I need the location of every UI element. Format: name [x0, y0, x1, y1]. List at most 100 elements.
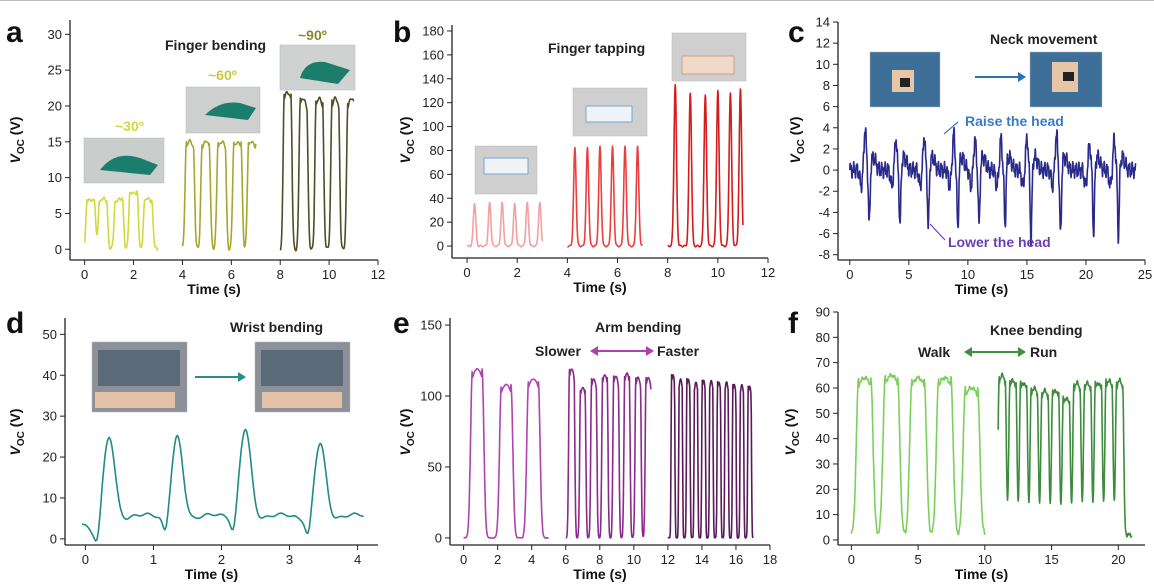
x-tick-label: 20	[1111, 552, 1125, 567]
y-tick-label: 20	[430, 215, 444, 230]
x-axis-label: Time (s)	[955, 281, 1008, 297]
slower-label: Slower	[535, 343, 581, 359]
y-tick-label: 20	[48, 98, 62, 113]
x-tick-label: 0	[82, 552, 89, 567]
panel-letter-a: a	[6, 16, 23, 49]
y-tick-label: -6	[818, 226, 830, 241]
series-line-0	[849, 126, 1137, 247]
x-tick-label: 3	[286, 552, 293, 567]
y-tick-label: 30	[48, 27, 62, 42]
y-tick-label: 150	[420, 318, 442, 333]
y-tick-label: 60	[430, 167, 444, 182]
panel-letter-f: f	[788, 307, 799, 340]
y-tick-label: 2	[823, 141, 830, 156]
device-shape	[483, 157, 529, 175]
y-tick-label: 15	[48, 134, 62, 149]
inset-photo-60deg	[185, 86, 261, 134]
y-tick-label: -8	[818, 247, 830, 262]
wrist-shape	[95, 392, 175, 408]
y-tick-label: 25	[48, 63, 62, 78]
x-tick-label: 6	[562, 552, 569, 567]
x-tick-label: 15	[1020, 267, 1034, 282]
y-tick-label: 0	[435, 530, 442, 545]
panel-letter-b: b	[393, 16, 411, 49]
y-tick-label: -4	[818, 205, 830, 220]
y-tick-label: 160	[422, 47, 444, 62]
inset-photo-neck-raised	[869, 51, 941, 108]
panel-letter-e: e	[393, 307, 410, 340]
y-tick-label: 40	[43, 368, 57, 383]
x-tick-label: 15	[1044, 552, 1058, 567]
panel-title: Wrist bending	[230, 319, 323, 335]
series-line-segment	[279, 90, 355, 252]
y-tick-label: 50	[428, 459, 442, 474]
inset-photo-wrist-2	[254, 341, 351, 413]
x-axis-label: Time (s)	[187, 281, 240, 297]
y-tick-label: 80	[430, 143, 444, 158]
x-tick-label: 6	[228, 267, 235, 282]
series-line-2	[667, 83, 744, 248]
y-axis-label: VOC (V)	[787, 117, 807, 164]
y-tick-label: 60	[816, 380, 830, 395]
y-tick-label: 30	[43, 409, 57, 424]
y-tick-label: 30	[816, 456, 830, 471]
y-tick-label: 180	[422, 23, 444, 38]
y-tick-label: 0	[823, 163, 830, 178]
y-axis-label: VOC (V)	[397, 117, 417, 164]
panel-f: 0 5 10 15 20 0 10 20 30 40 50 60 70 80 90 Time (s) VOC (…	[782, 305, 1145, 582]
faster-label: Faster	[657, 343, 700, 359]
x-tick-label: 10	[627, 552, 641, 567]
x-axis-label: Time (s)	[573, 566, 626, 582]
x-tick-label: 4	[354, 552, 361, 567]
x-tick-label: 2	[218, 552, 225, 567]
y-axis-label: VOC (V)	[7, 409, 27, 456]
x-tick-label: 12	[371, 267, 385, 282]
series-line-2	[667, 373, 754, 540]
glove-shape	[205, 102, 256, 120]
x-tick-label: 4	[528, 552, 535, 567]
inset-photo-tap-medium	[572, 87, 648, 137]
x-tick-label: 8	[277, 267, 284, 282]
x-tick-label: 1	[150, 552, 157, 567]
arrow-head-icon	[1018, 347, 1026, 357]
x-tick-label: 16	[729, 552, 743, 567]
y-tick-label: 90	[816, 305, 830, 320]
x-axis-label: Time (s)	[955, 566, 1008, 582]
y-tick-label: 5	[55, 206, 62, 221]
arrow-head-icon	[646, 346, 654, 356]
x-tick-label: 0	[460, 552, 467, 567]
y-tick-label: 100	[420, 389, 442, 404]
device-shape	[1063, 72, 1074, 81]
series-line-segment	[83, 190, 159, 251]
y-tick-label: 6	[823, 99, 830, 114]
y-tick-label: 4	[823, 120, 830, 135]
series-line-0	[463, 367, 550, 540]
x-tick-label: 10	[322, 267, 336, 282]
panel-e: 0 2 4 6 8 10 12 14 16 18 0 50 100 150 Time (s) VOC (V) e…	[393, 307, 777, 582]
angle-label-30: ~30º	[115, 118, 144, 134]
x-tick-label: 0	[81, 267, 88, 282]
top-divider	[0, 0, 1154, 1]
wrist-shape	[262, 392, 342, 408]
arrow-head-icon	[238, 372, 246, 382]
y-tick-label: 10	[43, 490, 57, 505]
panel-letter-c: c	[788, 16, 805, 49]
x-tick-label: 10	[711, 265, 725, 280]
angle-label-90: ~90º	[298, 27, 327, 43]
x-tick-label: 5	[914, 552, 921, 567]
inset-photo-30deg	[83, 137, 165, 184]
monitor-shape	[98, 350, 180, 386]
x-tick-label: 0	[846, 267, 853, 282]
annotations: ~30º ~60º ~90º Raise the head Lower the head…	[83, 27, 1103, 413]
series-line-0	[81, 428, 364, 542]
y-tick-label: 70	[816, 355, 830, 370]
inset-photo-neck-lowered	[1029, 51, 1103, 108]
series-line-segment	[181, 138, 257, 251]
lower-head-label: Lower the head	[948, 234, 1051, 250]
y-tick-label: 10	[816, 507, 830, 522]
arrow-head-icon	[590, 346, 598, 356]
y-tick-label: 20	[43, 450, 57, 465]
